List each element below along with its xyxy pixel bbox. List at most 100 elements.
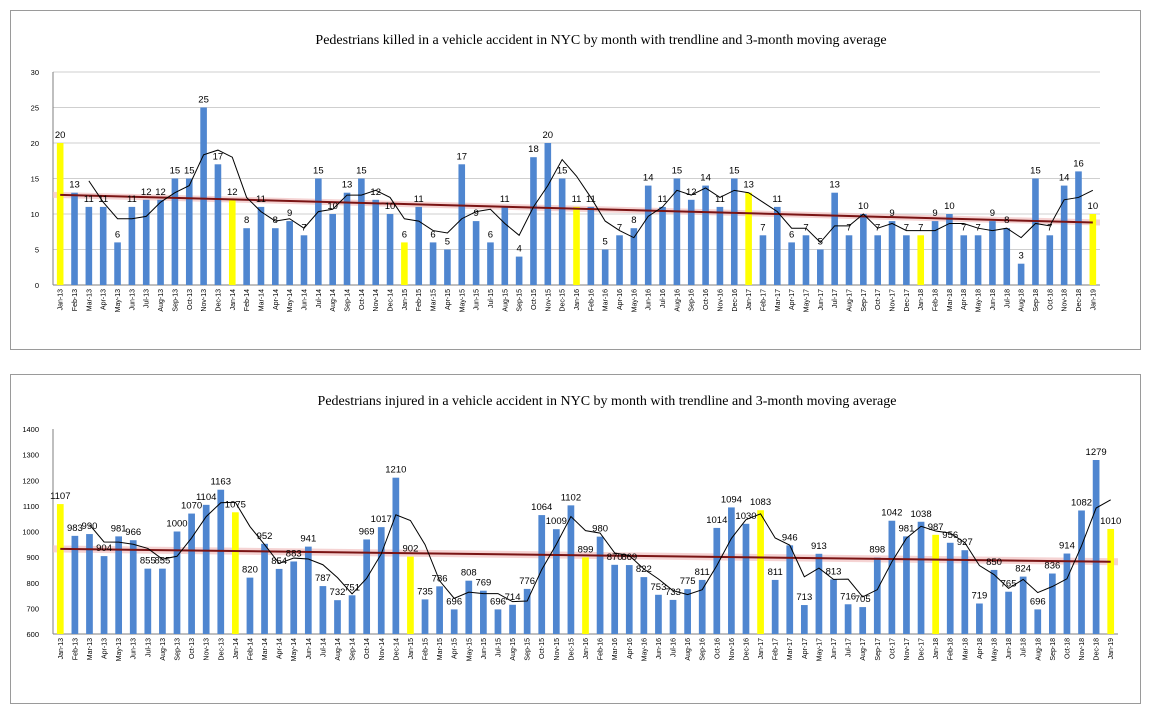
killed-bar	[300, 235, 308, 285]
injured-category-label: Apr-13	[102, 638, 109, 659]
killed-bar	[85, 206, 93, 285]
killed-category-label: Aug-16	[674, 289, 681, 312]
killed-data-label: 11	[772, 194, 782, 205]
injured-bar	[1078, 510, 1085, 634]
killed-bar	[788, 242, 795, 285]
killed-category-label: Jun-13	[129, 289, 136, 311]
killed-category-label: Apr-17	[789, 289, 796, 310]
injured-data-label: 1030	[735, 511, 756, 522]
killed-bar	[286, 221, 293, 285]
injured-category-label: Jul-16	[671, 638, 678, 657]
injured-data-label: 956	[942, 530, 958, 541]
injured-bar	[932, 534, 939, 634]
injured-data-label: 716	[840, 591, 856, 602]
killed-category-label: Dec-17	[904, 289, 911, 312]
injured-data-label: 966	[125, 527, 141, 538]
killed-data-label: 7	[1047, 222, 1052, 233]
killed-category-label: Aug-14	[330, 289, 337, 312]
killed-bar	[329, 214, 336, 285]
injured-bar	[903, 536, 910, 634]
killed-y-tick-label: 15	[31, 175, 39, 184]
killed-data-label: 11	[98, 194, 108, 205]
killed-chart-panel: Pedestrians killed in a vehicle accident…	[10, 10, 1141, 350]
injured-bar	[1019, 576, 1027, 634]
injured-bar	[1092, 460, 1100, 634]
killed-data-label: 5	[818, 237, 823, 248]
injured-category-label: May-13	[116, 638, 123, 661]
injured-category-label: Jun-13	[131, 638, 138, 660]
injured-data-label: 820	[242, 565, 258, 576]
killed-category-label: Nov-13	[201, 289, 208, 312]
killed-data-label: 10	[1088, 201, 1099, 212]
injured-category-label: Nov-13	[204, 638, 211, 661]
killed-category-label: Sep-17	[861, 289, 868, 312]
injured-data-label: 1094	[721, 494, 742, 505]
killed-category-label: Dec-14	[388, 289, 395, 312]
injured-data-label: 927	[957, 537, 973, 548]
injured-bar	[844, 604, 852, 634]
injured-category-label: Jan-19	[1108, 638, 1115, 660]
killed-category-label: Jul-16	[660, 289, 667, 308]
killed-bar	[544, 143, 552, 285]
killed-data-label: 20	[55, 130, 66, 141]
injured-data-label: 732	[330, 587, 346, 598]
killed-data-label: 12	[686, 187, 697, 198]
injured-bar	[144, 568, 152, 634]
killed-data-label: 8	[1004, 215, 1009, 226]
injured-y-tick-label: 1400	[22, 425, 39, 434]
injured-bar	[86, 534, 93, 634]
injured-category-label: Feb-14	[247, 638, 254, 660]
killed-category-label: Jan-14	[230, 289, 237, 311]
injured-chart-panel: Pedestrians injured in a vehicle acciden…	[10, 374, 1141, 704]
injured-category-label: Jul-14	[320, 638, 327, 657]
killed-category-label: Sep-16	[689, 289, 696, 312]
injured-data-label: 941	[300, 534, 316, 545]
killed-category-label: Apr-15	[445, 289, 452, 310]
killed-data-label: 15	[356, 166, 367, 177]
injured-bar	[946, 542, 954, 634]
killed-category-label: Oct-16	[703, 289, 710, 310]
injured-bar	[684, 589, 691, 634]
killed-category-label: Sep-13	[172, 289, 179, 312]
killed-category-label: Sep-18	[1033, 289, 1040, 312]
injured-category-label: Sep-13	[175, 638, 182, 661]
killed-data-label: 11	[414, 194, 424, 205]
killed-data-label: 10	[385, 201, 396, 212]
injured-data-label: 854	[271, 556, 287, 567]
injured-data-label: 850	[986, 557, 1002, 568]
injured-bar	[465, 580, 473, 634]
killed-y-tick-label: 20	[31, 139, 39, 148]
killed-category-label: Apr-14	[273, 289, 280, 310]
killed-data-label: 6	[488, 229, 493, 240]
killed-bar	[845, 235, 853, 285]
injured-data-label: 913	[811, 541, 827, 552]
injured-data-label: 914	[1059, 541, 1075, 552]
killed-data-label: 7	[760, 222, 765, 233]
injured-bar	[669, 599, 677, 634]
injured-data-label: 733	[665, 587, 681, 598]
injured-bar	[873, 557, 881, 634]
injured-bar	[129, 540, 137, 634]
injured-category-label: Dec-14	[393, 638, 400, 661]
injured-bar	[523, 588, 531, 634]
killed-chart-title: Pedestrians killed in a vehicle accident…	[315, 33, 886, 48]
killed-data-label: 15	[557, 166, 568, 177]
injured-y-tick-label: 900	[26, 553, 39, 562]
injured-category-label: Apr-17	[802, 638, 809, 659]
injured-category-label: Nov-15	[554, 638, 561, 661]
injured-data-label: 1279	[1086, 447, 1107, 458]
killed-trendline	[60, 193, 1093, 224]
injured-category-label: Jun-18	[1006, 638, 1013, 660]
killed-data-label: 10	[327, 201, 338, 212]
killed-data-label: 6	[430, 229, 435, 240]
injured-bar	[771, 579, 779, 634]
killed-y-tick-label: 5	[35, 246, 39, 255]
killed-data-label: 8	[631, 215, 636, 226]
injured-category-label: Jul-13	[145, 638, 152, 657]
killed-data-label: 5	[445, 237, 450, 248]
killed-category-label: Nov-16	[717, 289, 724, 312]
killed-data-label: 8	[273, 215, 278, 226]
injured-category-label: May-16	[641, 638, 648, 661]
injured-data-label: 714	[505, 592, 521, 603]
killed-bar	[917, 235, 925, 285]
